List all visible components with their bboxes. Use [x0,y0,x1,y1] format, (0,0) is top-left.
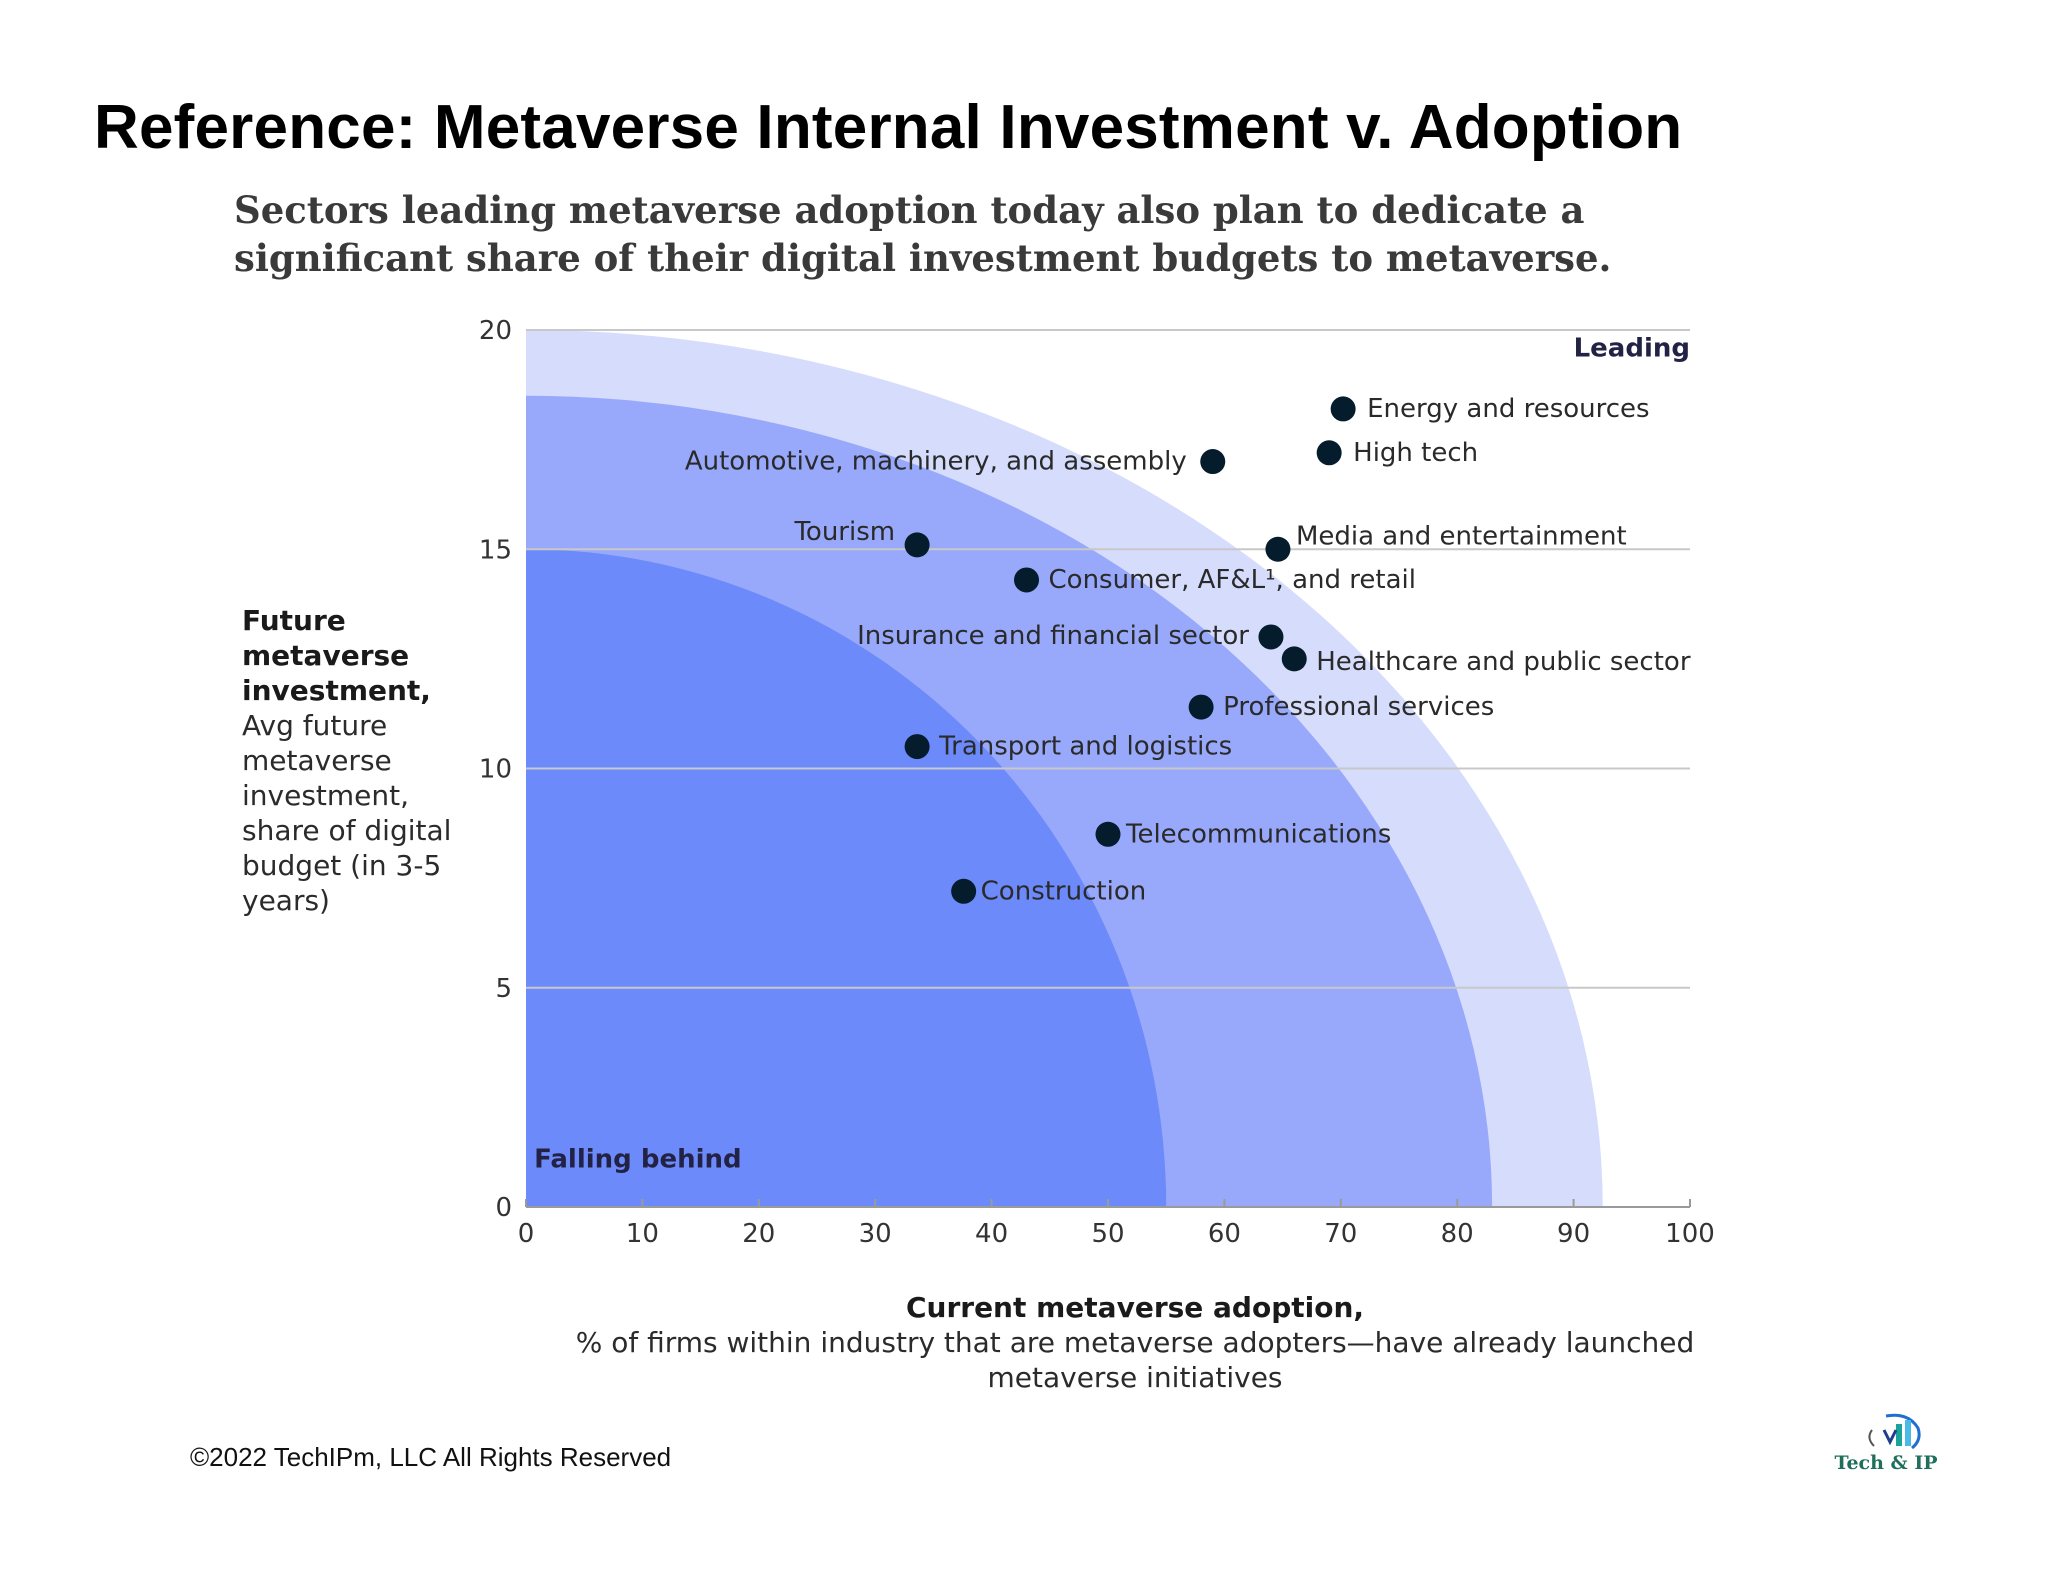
data-point-label: High tech [1353,438,1478,468]
logo-mark-icon [1868,1413,1921,1450]
data-point-label: Consumer, AF&L¹, and retail [1049,565,1416,595]
data-point-label: Healthcare and public sector [1316,647,1691,677]
x-tick-label: 10 [626,1219,659,1249]
y-tick-label: 10 [479,755,512,785]
x-tick-label: 40 [975,1219,1008,1249]
scatter-chart: 0 5 10 15 20 0 10 20 30 40 50 60 70 80 90 100 Leading Fal… [479,316,1715,1249]
y-tick-label: 15 [479,535,512,565]
data-point-label: Construction [981,876,1147,906]
slide-title: Reference: Metaverse Internal Investment… [94,93,1683,162]
data-point-label: Professional services [1223,692,1494,722]
data-point-label: Transport and logistics [938,732,1232,762]
data-point [1316,440,1342,466]
data-point [904,734,930,760]
x-axis-title: Current metaverse adoption, % of firms w… [520,1290,1750,1395]
x-tick-label: 70 [1324,1219,1357,1249]
zone-label-falling-behind: Falling behind [534,1145,741,1175]
x-tick-label: 60 [1208,1219,1241,1249]
data-point [1200,449,1226,475]
x-tick-label: 0 [518,1219,535,1249]
data-point-label: Media and entertainment [1296,521,1627,551]
zone-label-leading: Leading [1574,333,1690,363]
data-point-label: Tourism [793,517,895,547]
y-axis-title-bold: Future metaverse investment, [242,604,431,707]
data-point [1258,624,1284,650]
x-tick-label: 100 [1665,1219,1715,1249]
x-tick-label: 80 [1441,1219,1474,1249]
y-tick-label: 5 [495,974,512,1004]
x-tick-label: 50 [1091,1219,1124,1249]
data-point [1095,821,1121,847]
x-axis-title-text: % of firms within industry that are meta… [575,1326,1695,1394]
data-point [904,532,930,558]
data-point [1014,567,1040,593]
data-point-label: Telecommunications [1125,819,1391,849]
tech-ip-logo: Tech & IP [1826,1408,1946,1480]
data-point [951,878,977,904]
zone-band-3 [526,549,1167,1207]
x-tick-label: 30 [859,1219,892,1249]
data-point [1330,396,1356,422]
y-axis-title-text: Avg future metaverse investment, share o… [242,709,452,917]
copyright-text: ©2022 TechIPm, LLC All Rights Reserved [190,1442,672,1472]
y-tick-label: 0 [495,1193,512,1223]
data-point-label: Automotive, machinery, and assembly [685,447,1187,477]
y-axis-title: Future metaverse investment, Avg future … [242,603,472,918]
logo-text: Tech & IP [1834,1452,1938,1474]
chart-title: Sectors leading metaverse adoption today… [234,188,1612,280]
data-point [1188,694,1214,720]
data-point-label: Energy and resources [1367,394,1649,424]
data-point-label: Insurance and financial sector [857,621,1249,651]
data-point [1265,536,1291,562]
x-axis-title-bold: Current metaverse adoption, [905,1291,1365,1324]
x-tick-label: 20 [742,1219,775,1249]
x-tick-label: 90 [1557,1219,1590,1249]
data-point [1281,646,1307,672]
y-tick-label: 20 [479,316,512,346]
